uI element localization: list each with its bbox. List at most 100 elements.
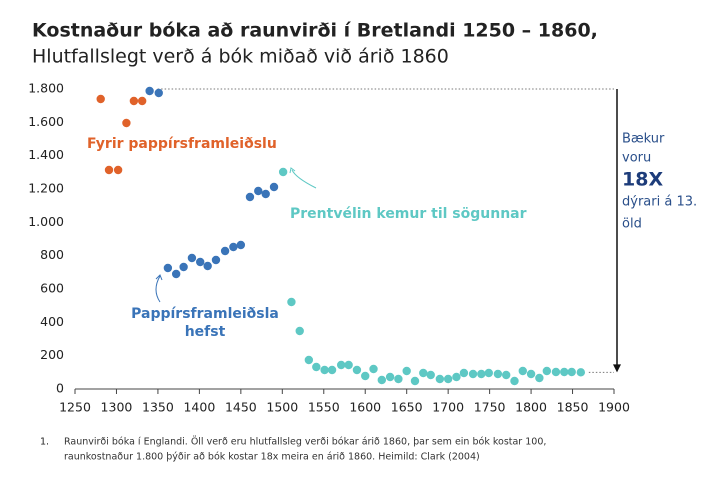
point <box>410 376 420 386</box>
point <box>518 366 527 376</box>
side-note: öld <box>622 217 642 232</box>
annotation: Prentvélin kemur til sögunnar <box>290 206 527 222</box>
side-note: 18X <box>622 169 663 191</box>
x-tick-label: 1750 <box>474 400 506 415</box>
point <box>551 367 561 377</box>
point <box>171 269 181 279</box>
footnote: Raunvirði bóka í Englandi. Öll verð eru … <box>64 437 546 448</box>
point <box>484 368 493 378</box>
point <box>327 365 337 375</box>
point <box>187 253 197 263</box>
point <box>435 374 445 384</box>
point <box>510 376 519 386</box>
point <box>369 364 378 374</box>
point <box>145 86 154 96</box>
point <box>443 374 453 384</box>
point <box>560 367 569 377</box>
point <box>287 297 296 307</box>
point <box>576 368 586 377</box>
x-tick-label: 1300 <box>101 400 133 415</box>
y-tick-label: 600 <box>40 281 64 296</box>
point <box>526 369 536 379</box>
point <box>402 366 411 376</box>
x-tick-label: 1400 <box>183 400 215 415</box>
point <box>419 368 428 378</box>
point <box>567 367 576 377</box>
footnote: raunkostnaður 1.800 þýðir að bók kostar … <box>64 452 480 463</box>
side-note: dýrari á 13. <box>622 195 697 210</box>
point <box>459 368 469 378</box>
point <box>377 375 387 385</box>
x-tick-label: 1350 <box>142 400 174 415</box>
point <box>203 261 212 271</box>
point <box>502 370 511 380</box>
point <box>254 186 263 196</box>
point <box>426 370 435 380</box>
point <box>278 167 288 177</box>
point <box>129 96 139 106</box>
point <box>245 192 255 202</box>
x-tick-label: 1650 <box>391 400 423 415</box>
point <box>196 257 205 267</box>
point <box>361 371 370 381</box>
x-tick-label: 1700 <box>432 400 464 415</box>
y-tick-label: 0 <box>56 381 64 396</box>
y-tick-label: 1.400 <box>28 147 64 162</box>
point <box>320 365 329 375</box>
y-tick-label: 1.800 <box>28 81 64 96</box>
point <box>137 96 147 106</box>
x-tick-label: 1900 <box>598 400 630 415</box>
side-note: Bækur <box>622 132 665 147</box>
point <box>542 366 552 376</box>
annotation-arrow-head <box>289 167 296 174</box>
point <box>220 246 230 256</box>
x-tick-label: 1600 <box>349 400 381 415</box>
x-tick-label: 1550 <box>308 400 340 415</box>
chart-title: Kostnaður bóka að raunvirði í Bretlandi … <box>32 20 598 42</box>
annotation: Fyrir pappírsframleiðslu <box>87 136 277 152</box>
point <box>236 240 246 250</box>
point <box>261 189 270 199</box>
point <box>229 242 238 252</box>
point <box>179 262 188 272</box>
x-tick-label: 1500 <box>266 400 298 415</box>
point <box>385 372 395 382</box>
x-tick-label: 1850 <box>557 400 589 415</box>
point <box>344 360 353 370</box>
point <box>269 182 279 192</box>
point <box>336 360 346 370</box>
y-tick-label: 1.000 <box>28 214 64 229</box>
point <box>352 365 362 375</box>
annotation-arrow <box>155 275 161 303</box>
y-tick-label: 1.600 <box>28 114 64 129</box>
point <box>122 118 131 128</box>
point <box>113 165 123 175</box>
chart-subtitle: Hlutfallslegt verð á bók miðað við árið … <box>32 46 449 68</box>
point <box>104 165 114 175</box>
point <box>312 362 321 372</box>
point <box>468 369 478 379</box>
range-arrow-head <box>613 364 621 373</box>
footnote-number: 1. <box>40 437 49 448</box>
annotation: Pappírsframleiðsla <box>131 306 279 322</box>
x-tick-label: 1250 <box>59 400 91 415</box>
point <box>304 355 314 365</box>
point <box>163 263 173 273</box>
x-tick-label: 1450 <box>225 400 257 415</box>
point <box>394 374 403 384</box>
annotation: hefst <box>185 324 226 340</box>
annotation-arrow <box>291 169 317 189</box>
y-tick-label: 1.200 <box>28 181 64 196</box>
point <box>493 369 503 379</box>
point <box>96 94 105 104</box>
point <box>477 369 486 379</box>
point <box>211 255 221 265</box>
y-tick-label: 800 <box>40 247 64 262</box>
x-tick-label: 1800 <box>515 400 547 415</box>
point <box>295 326 304 336</box>
point <box>535 373 544 383</box>
point <box>452 372 461 382</box>
annotation-arrow-head <box>155 274 163 281</box>
y-tick-label: 200 <box>40 347 64 362</box>
